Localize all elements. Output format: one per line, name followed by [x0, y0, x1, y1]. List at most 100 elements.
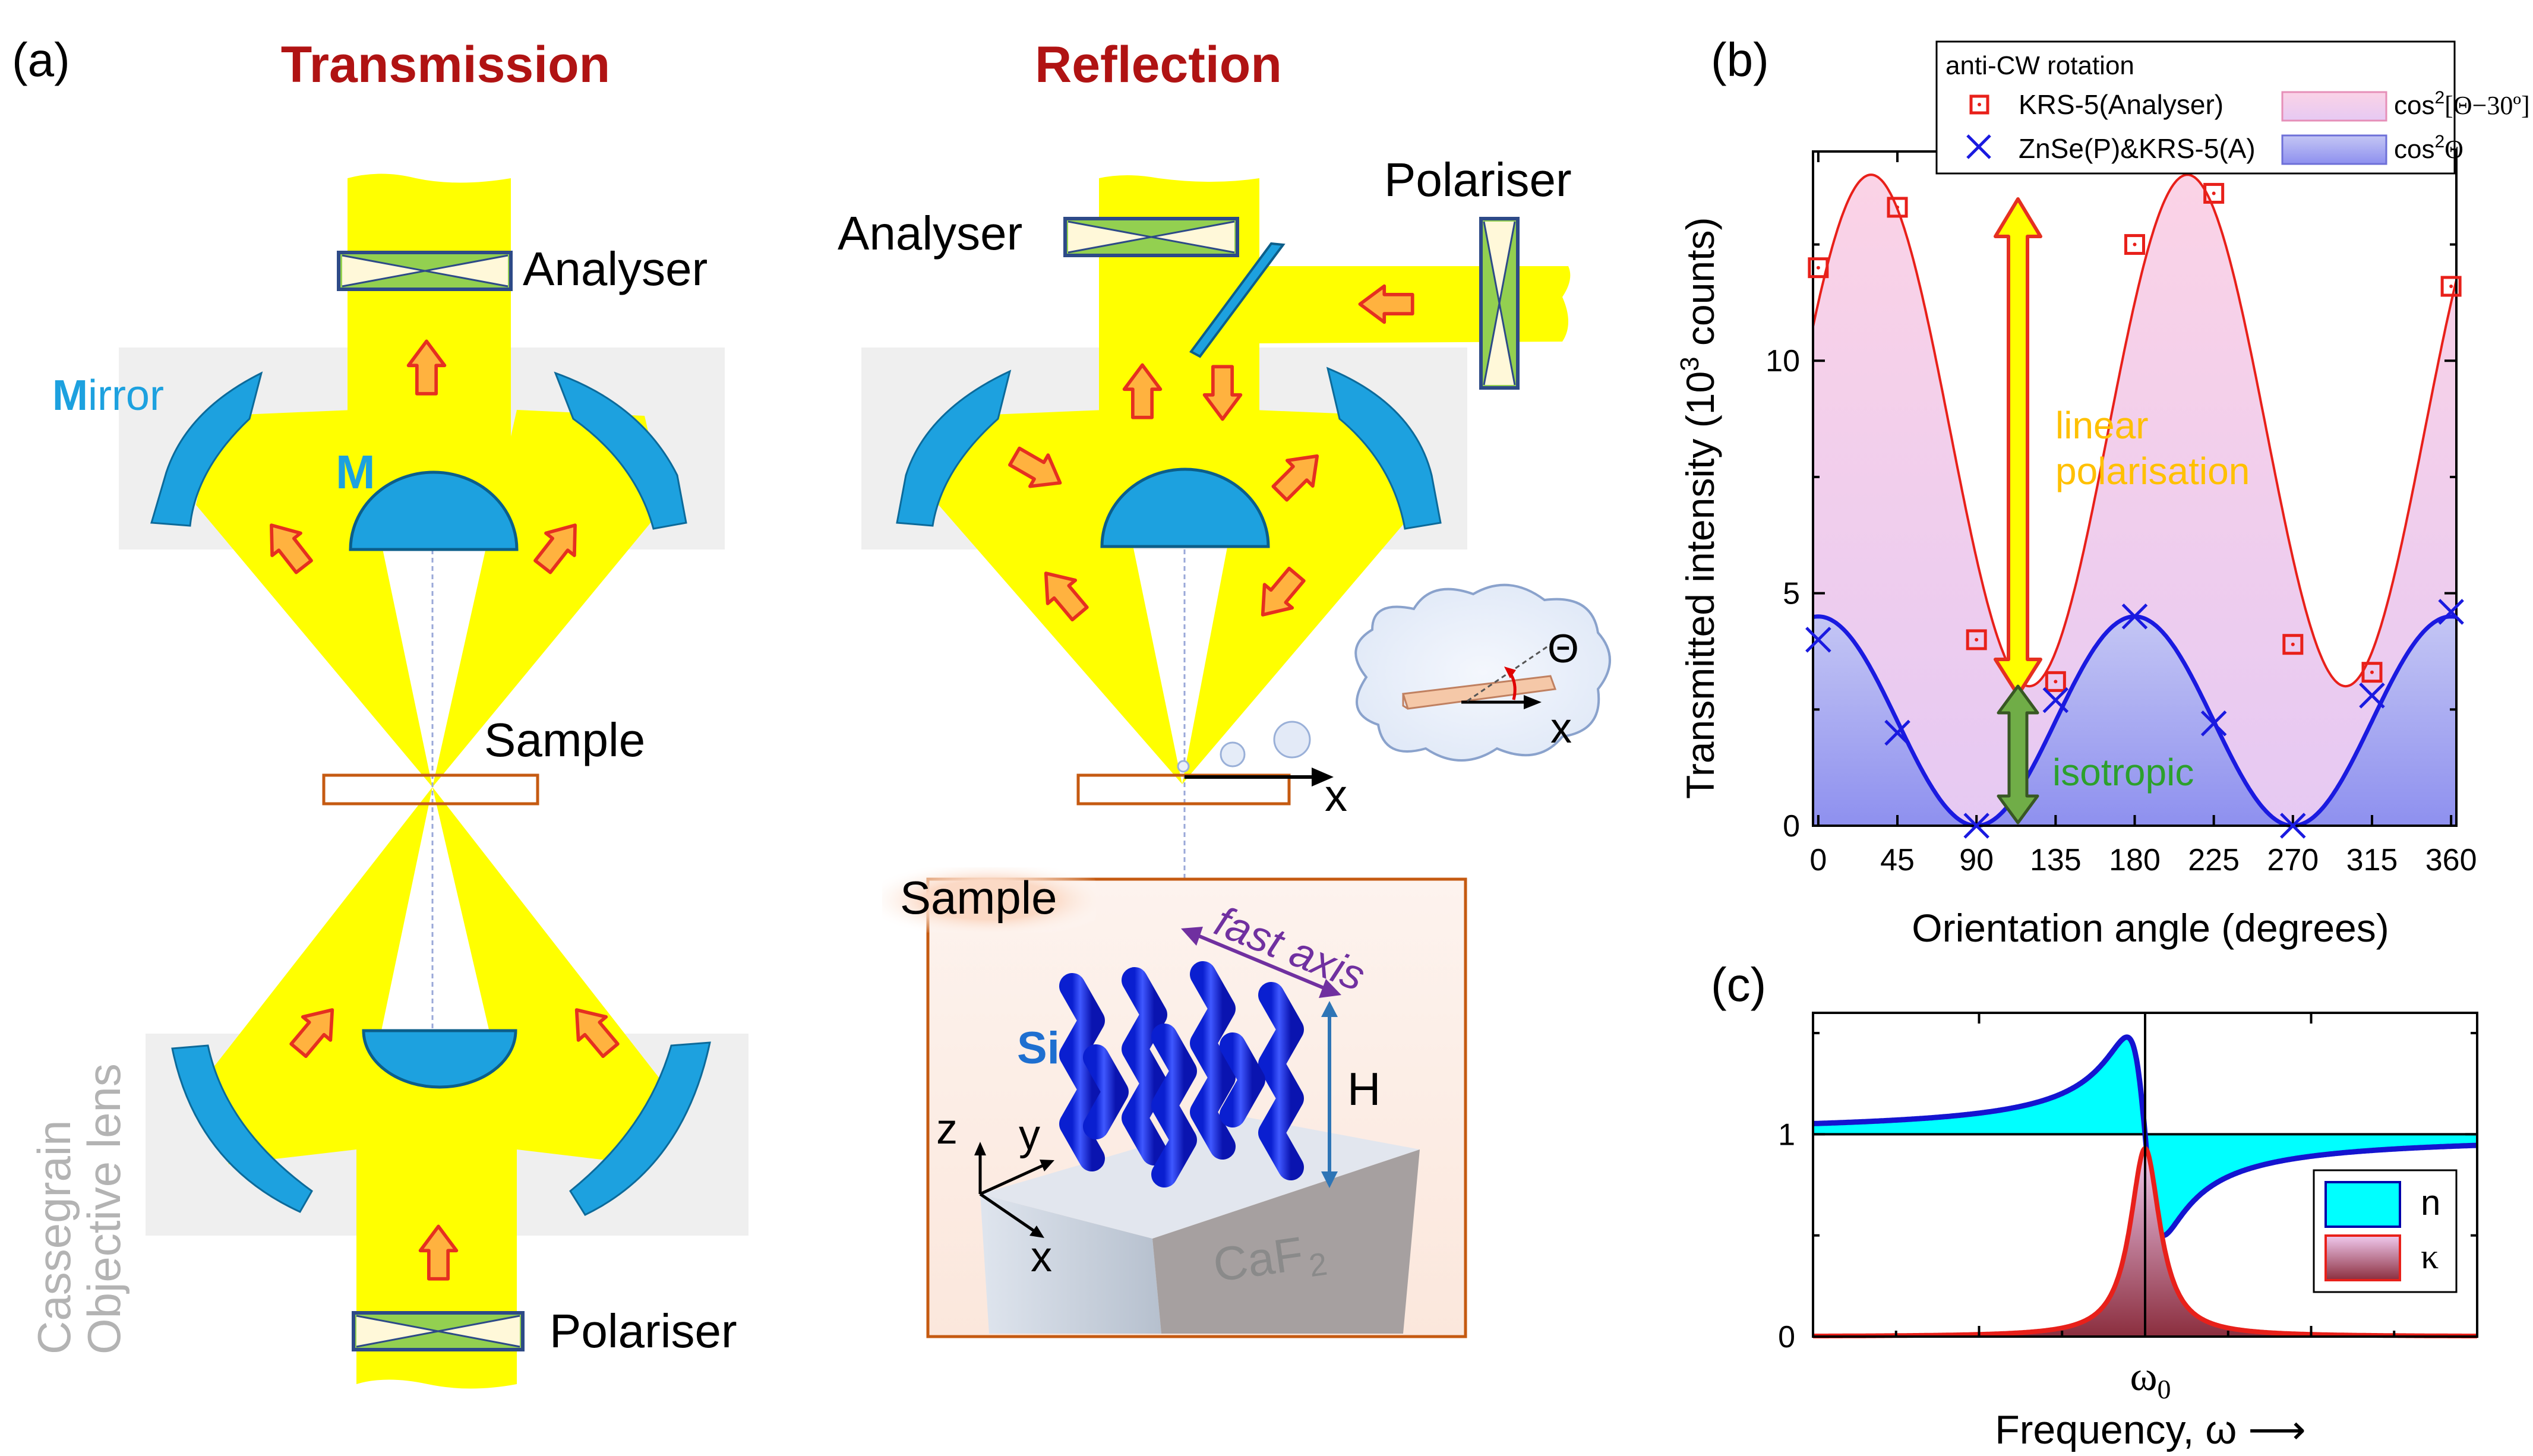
legend-krs-label: KRS-5(Analyser) [2019, 89, 2224, 120]
substrate-top [980, 1117, 1420, 1239]
thought-bubble-mid [1220, 741, 1246, 768]
krs-point-dot [2370, 670, 2374, 674]
znse-point [2042, 687, 2069, 713]
thought-cloud [1354, 583, 1611, 762]
cloud-sample-plate [1402, 675, 1557, 710]
krs-point [2361, 662, 2383, 683]
znse-point [2280, 813, 2306, 839]
y-tick-label: 10 [1765, 344, 1800, 378]
krs-point [1808, 257, 1829, 279]
x-axis-inset [979, 1192, 1038, 1234]
y-label: y [1019, 1111, 1040, 1159]
krs-point [1887, 197, 1908, 218]
reflection-setup: Analyser Polariser x [838, 153, 1611, 1338]
znse-point [1884, 719, 1910, 746]
upper-secondary-mirror [349, 470, 519, 551]
si-nanostructures [1059, 961, 1304, 1187]
reflection-left-mirror [896, 369, 1012, 527]
x-tick-label: 45 [1880, 843, 1915, 877]
reflection-polariser [1479, 217, 1520, 390]
panel-a-label: (a) [12, 33, 70, 86]
x-label: x [1031, 1233, 1052, 1281]
thought-bubble-large [1273, 721, 1311, 759]
krs-point [2124, 234, 2145, 255]
frequency-axis-title: Frequency, ω ⟶ [1995, 1407, 2305, 1452]
lower-left-mirror [171, 1044, 313, 1213]
panel-c-label: (c) [1711, 958, 1766, 1011]
legend-krs-marker [1969, 94, 1989, 115]
x-tick-label: 315 [2346, 843, 2398, 877]
upper-right-mirror [554, 371, 687, 530]
x-tick-label: 270 [2267, 843, 2319, 877]
y-axis [979, 1163, 1047, 1196]
transmission-polariser-label: Polariser [549, 1305, 737, 1357]
reflection-secondary-mirror [1100, 468, 1270, 548]
upper-left-mirror [150, 371, 263, 527]
inset-title-glow [882, 867, 1096, 933]
krs-point [2282, 634, 2304, 655]
chart-b-legend: anti-CW rotation KRS-5(Analyser) ZnSe(P)… [1935, 40, 2530, 175]
krs-point-dot [2449, 285, 2453, 288]
omega0-label: ω0 [2130, 1354, 2171, 1404]
si-rod-3 [1190, 961, 1236, 1160]
reflection-right-mirror [1326, 367, 1442, 530]
znse-point [2121, 603, 2148, 630]
krs-point [2045, 671, 2066, 692]
reflection-analyser-label: Analyser [838, 207, 1022, 260]
objective-label: Cassegrain Objective lens [28, 1063, 130, 1354]
si-rod-5 [1151, 1024, 1197, 1187]
legend-k-label: κ [2421, 1237, 2439, 1276]
krs-point-dot [2133, 242, 2137, 247]
lower-secondary-mirror [362, 1029, 517, 1089]
znse-point [2438, 599, 2464, 625]
transmission-analyser [337, 251, 513, 291]
si-rod-2 [1122, 967, 1167, 1166]
lower-right-mirror [569, 1041, 711, 1216]
linear-label-line2: polarisation [2055, 450, 2250, 492]
y-axis-title: Transmitted intensity (103 counts) [1675, 217, 1722, 799]
znse-point [2200, 710, 2227, 737]
substrate-label: CaF2 [1210, 1224, 1329, 1297]
krs-point-dot [1975, 637, 1979, 642]
legend-fit2-swatch [2281, 134, 2387, 165]
x-tick-label: 90 [1959, 843, 1994, 877]
znse-point [1805, 627, 1831, 653]
panel-b: (b) 0 45 90 135 180 225 270 315 360 0 5 10 Transmit… [1675, 33, 2530, 950]
isotropic-label: isotropic [2052, 751, 2194, 794]
isotropic-arrow [1997, 684, 2039, 825]
linear-polarisation-arrow [1994, 197, 2042, 697]
n-fill [1813, 1037, 2477, 1236]
substrate-left [980, 1194, 1161, 1334]
krs-point-dot [2291, 642, 2295, 646]
lower-beam [356, 1040, 517, 1389]
krs-point-dot [1816, 266, 1820, 270]
intensity-chart: 0 45 90 135 180 225 270 315 360 0 5 10 [1765, 150, 2477, 877]
reflection-x-label: x [1325, 770, 1347, 821]
lower-left-arm [205, 787, 432, 1164]
height-label: H [1347, 1063, 1381, 1115]
x-axis-title: Orientation angle (degrees) [1912, 906, 2389, 950]
dispersion-chart: 01 [1778, 1012, 2478, 1354]
si-rod-4 [1258, 982, 1304, 1180]
znse-point [1963, 813, 1989, 839]
mirror-label: Mirror [52, 372, 164, 419]
krs-point [2440, 276, 2462, 297]
krs-point-dot [2212, 191, 2216, 195]
objective-label-line2: Objective lens [78, 1063, 130, 1354]
transmission-sample-label: Sample [484, 713, 645, 766]
legend-fit1-swatch [2281, 91, 2387, 122]
upper-right-arm [432, 410, 665, 787]
reflection-polariser-label: Polariser [1384, 153, 1572, 206]
y-tick-label: 5 [1783, 577, 1800, 611]
upper-left-arm [196, 410, 432, 787]
cloud-x-label: x [1550, 705, 1572, 752]
transmission-setup: Analyser Polariser Sample Mirror M Casse… [28, 173, 748, 1389]
fit-area-2 [1813, 616, 2456, 826]
krs-point-dot [2054, 680, 2058, 684]
reflection-sample [1076, 773, 1291, 806]
inset-title: Sample [900, 871, 1057, 924]
krs-point [2203, 182, 2225, 204]
transmission-analyser-label: Analyser [523, 242, 708, 295]
x-tick-label: 360 [2425, 843, 2477, 877]
x-tick-label: 180 [2109, 843, 2161, 877]
